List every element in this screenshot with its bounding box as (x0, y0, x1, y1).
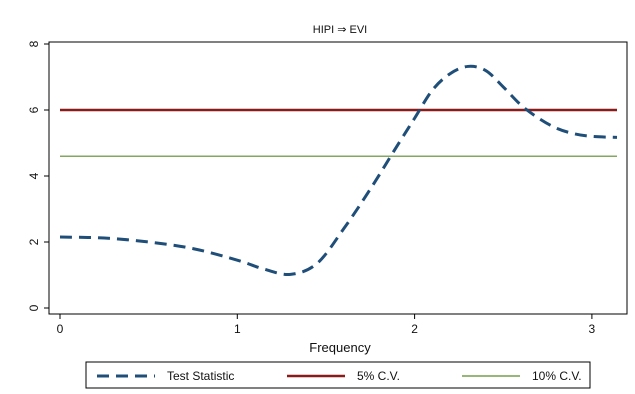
y-tick-label: 0 (27, 304, 41, 311)
x-axis-title: Frequency (309, 340, 371, 355)
x-tick-label: 2 (411, 322, 418, 336)
x-tick-label: 1 (234, 322, 241, 336)
y-axis: 0 2 4 6 8 (27, 40, 49, 311)
series-layer (59, 64, 618, 276)
y-tick-label: 2 (27, 238, 41, 245)
series-line-test-statistic (59, 64, 618, 276)
legend: Test Statistic 5% C.V. 10% C.V. (85, 361, 591, 389)
y-tick-label: 4 (27, 172, 41, 179)
x-tick-label: 3 (589, 322, 596, 336)
legend-label: Test Statistic (167, 369, 234, 383)
legend-label: 10% C.V. (532, 369, 582, 383)
y-tick-label: 8 (27, 40, 41, 47)
plot-area (48, 41, 628, 315)
y-tick-label: 6 (27, 106, 41, 113)
chart-title: HIPI ⇒ EVI (313, 24, 367, 36)
legend-label: 5% C.V. (357, 369, 400, 383)
x-axis: 0 1 2 3 (57, 314, 596, 336)
x-tick-label: 0 (57, 322, 64, 336)
